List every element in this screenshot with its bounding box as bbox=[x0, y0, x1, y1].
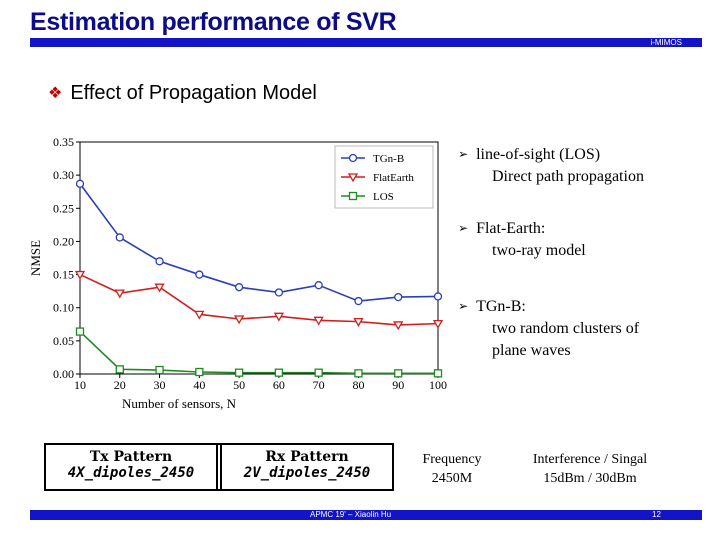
data-point bbox=[155, 257, 164, 266]
frequency-cell: Frequency 2450M bbox=[404, 450, 500, 488]
arrow-bullet-icon: ➢ bbox=[458, 147, 469, 161]
bullet-line: two random clusters of bbox=[492, 320, 640, 337]
rx-pattern-cell: Rx Pattern 2V_dipoles_2450 bbox=[220, 443, 394, 491]
y-tick-label: 0.05 bbox=[53, 334, 74, 348]
data-point bbox=[394, 369, 403, 378]
interference-value: 15dBm / 30dBm bbox=[543, 471, 637, 486]
data-point bbox=[348, 153, 358, 163]
legend-label: LOS bbox=[373, 191, 394, 203]
data-point bbox=[74, 270, 86, 280]
data-point bbox=[314, 368, 323, 377]
data-point bbox=[313, 316, 324, 326]
data-point bbox=[274, 288, 284, 297]
data-point bbox=[394, 292, 403, 302]
bullet-line: two-ray model bbox=[492, 242, 586, 259]
tx-pattern-value: 4X_dipoles_2450 bbox=[67, 465, 195, 481]
data-point bbox=[348, 191, 358, 201]
data-point bbox=[195, 367, 204, 377]
rx-pattern-title: Rx Pattern bbox=[265, 449, 349, 465]
y-tick-label: 0.30 bbox=[53, 168, 74, 182]
data-point bbox=[433, 369, 443, 378]
bullet-line: plane waves bbox=[492, 342, 571, 359]
data-point bbox=[432, 319, 444, 329]
data-point bbox=[354, 296, 363, 306]
tx-pattern-title: Tx Pattern bbox=[89, 449, 173, 465]
x-axis-label: Number of sensors, N bbox=[122, 396, 237, 411]
data-point bbox=[194, 310, 205, 320]
data-point bbox=[115, 365, 124, 374]
bullet-flat-earth: ➢ Flat-Earth: two-ray model bbox=[458, 218, 586, 262]
data-point bbox=[195, 270, 204, 279]
x-tick-label: 50 bbox=[233, 378, 245, 392]
rx-pattern-value: 2V_dipoles_2450 bbox=[243, 465, 371, 481]
x-tick-label: 10 bbox=[74, 378, 86, 392]
x-tick-label: 40 bbox=[193, 378, 205, 392]
bullet-head: Flat-Earth: bbox=[476, 220, 546, 237]
diamond-bullet-icon: ❖ bbox=[48, 85, 63, 102]
data-point bbox=[274, 368, 284, 377]
frequency-value: 2450M bbox=[431, 471, 473, 486]
interference-title: Interference / Singal bbox=[532, 452, 648, 467]
x-tick-label: 60 bbox=[273, 378, 285, 392]
y-tick-label: 0.35 bbox=[53, 135, 74, 149]
data-point bbox=[233, 315, 245, 325]
data-point bbox=[273, 312, 285, 322]
data-point bbox=[393, 321, 404, 331]
tx-pattern-cell: Tx Pattern 4X_dipoles_2450 bbox=[44, 443, 218, 491]
y-tick-label: 0.00 bbox=[53, 367, 74, 381]
data-point bbox=[234, 283, 244, 292]
footer-author: APMC 19' – Xiaolin Hu bbox=[310, 510, 392, 519]
data-point bbox=[114, 289, 125, 299]
bullet-los: ➢ line-of-sight (LOS) Direct path propaga… bbox=[458, 144, 644, 188]
x-tick-label: 90 bbox=[392, 378, 404, 392]
section-heading: Effect of Propagation Model bbox=[70, 82, 317, 104]
y-tick-label: 0.10 bbox=[53, 301, 74, 315]
x-tick-label: 100 bbox=[429, 378, 447, 392]
data-point bbox=[433, 292, 443, 301]
data-point bbox=[154, 283, 165, 293]
interference-cell: Interference / Singal 15dBm / 30dBm bbox=[512, 450, 668, 488]
data-point bbox=[75, 327, 85, 336]
x-tick-label: 20 bbox=[114, 378, 126, 392]
x-tick-label: 80 bbox=[352, 378, 364, 392]
bullet-head: TGn-B: bbox=[476, 298, 526, 315]
x-tick-label: 30 bbox=[154, 378, 166, 392]
legend-label: TGn-B bbox=[373, 153, 404, 165]
y-tick-label: 0.15 bbox=[53, 268, 74, 282]
series-line bbox=[79, 183, 439, 302]
y-tick-label: 0.20 bbox=[53, 234, 74, 248]
data-point bbox=[354, 369, 363, 378]
slide-title: Estimation performance of SVR bbox=[30, 8, 397, 36]
x-tick-label: 70 bbox=[313, 378, 325, 392]
y-axis-label: NMSE bbox=[28, 240, 43, 276]
data-point bbox=[347, 173, 359, 183]
data-point bbox=[115, 233, 124, 242]
arrow-bullet-icon: ➢ bbox=[458, 221, 469, 235]
data-point bbox=[155, 365, 164, 375]
legend-label: FlatEarth bbox=[373, 172, 414, 184]
data-point bbox=[314, 281, 323, 290]
frequency-title: Frequency bbox=[422, 452, 482, 467]
section-heading-row: ❖ Effect of Propagation Model bbox=[48, 82, 317, 105]
lab-label: i-MIMOS bbox=[650, 38, 682, 47]
footer-bar bbox=[30, 510, 702, 520]
plot-frame bbox=[79, 141, 439, 375]
bullet-head: line-of-sight (LOS) bbox=[476, 146, 601, 163]
series-line bbox=[79, 330, 438, 375]
data-point bbox=[234, 368, 244, 377]
page-number: 12 bbox=[652, 510, 661, 519]
bullet-tgn-b: ➢ TGn-B: two random clusters of plane wav… bbox=[458, 296, 639, 362]
header-bar bbox=[30, 38, 702, 47]
data-point bbox=[75, 179, 85, 188]
data-point bbox=[353, 317, 364, 327]
y-tick-label: 0.25 bbox=[53, 201, 74, 215]
series-line bbox=[79, 273, 439, 326]
bullet-line: Direct path propagation bbox=[492, 168, 644, 185]
arrow-bullet-icon: ➢ bbox=[458, 299, 469, 313]
